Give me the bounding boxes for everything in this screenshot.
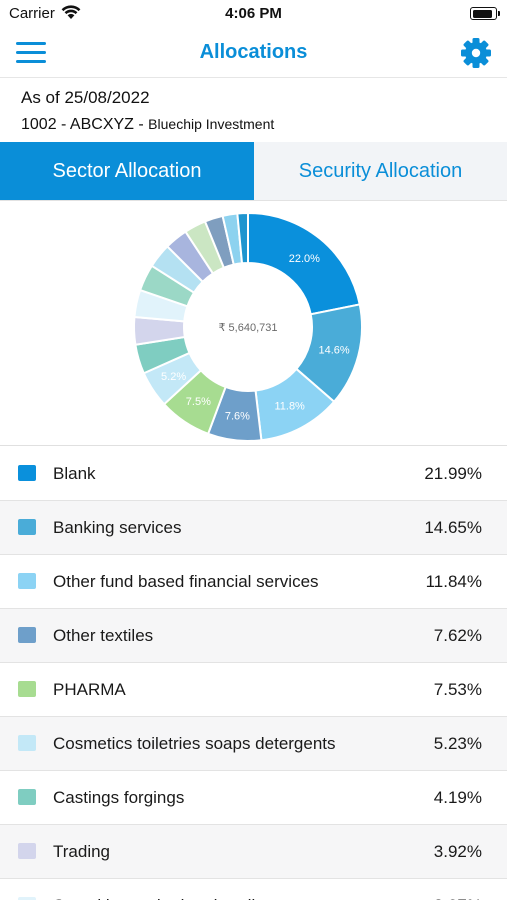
legend-row[interactable]: Other fund based financial services 11.84… xyxy=(0,555,507,609)
legend-swatch xyxy=(18,897,36,900)
legend-swatch xyxy=(18,465,36,481)
legend-swatch xyxy=(18,843,36,859)
chart-center-total: ₹ 5,640,731 xyxy=(219,322,278,334)
slice-label: 5.2% xyxy=(161,371,186,383)
hamburger-menu-icon-line xyxy=(16,51,46,54)
legend-value: 5.23% xyxy=(433,734,482,753)
legend-value: 11.84% xyxy=(425,572,482,591)
legend-swatch xyxy=(18,573,36,589)
legend-row[interactable]: PHARMA 7.53% xyxy=(0,663,507,717)
legend-row[interactable]: Castings forgings 4.19% xyxy=(0,771,507,825)
slice-label: 11.8% xyxy=(274,401,305,413)
as-of-date: As of 25/08/2022 xyxy=(21,88,150,107)
legend-swatch xyxy=(18,735,36,751)
legend-label: Cosmetics toiletries soaps detergents xyxy=(53,734,336,753)
legend-label: Securities and related trading xyxy=(53,896,274,900)
sector-legend-list: Blank 21.99% Banking services 14.65% Other f… xyxy=(0,447,507,900)
legend-swatch xyxy=(18,519,36,535)
legend-row[interactable]: Other textiles 7.62% xyxy=(0,609,507,663)
hamburger-menu-icon xyxy=(16,42,46,45)
battery-icon xyxy=(470,7,500,20)
page-title: Allocations xyxy=(199,41,308,63)
legend-label: Banking services xyxy=(53,518,182,537)
slice-label: 7.5% xyxy=(186,396,211,408)
legend-label: Castings forgings xyxy=(53,788,185,807)
account-name: Bluechip Investment xyxy=(148,116,275,132)
carrier-label: Carrier xyxy=(9,5,55,22)
allocation-tabs: Sector Allocation Security Allocation xyxy=(0,142,507,201)
menu-button[interactable] xyxy=(16,42,46,64)
legend-label: Other textiles xyxy=(53,626,154,645)
legend-row[interactable]: Cosmetics toiletries soaps detergents 5.2… xyxy=(0,717,507,771)
account-info: As of 25/08/2022 1002 - ABCXYZ - Bluechi… xyxy=(0,79,507,142)
legend-value: 3.92% xyxy=(433,842,482,861)
legend-row[interactable]: Securities and related trading 3.87% xyxy=(0,879,507,900)
sector-allocation-chart: 22.0% 14.6% 11.8% 7.6% 7.5% 5.2% ₹ 5,640,731 xyxy=(0,201,507,446)
wifi-icon xyxy=(61,5,81,19)
legend-label: Other fund based financial services xyxy=(53,572,319,591)
legend-value: 3.87% xyxy=(434,896,482,900)
legend-value: 21.99% xyxy=(424,464,482,483)
legend-row[interactable]: Banking services 14.65% xyxy=(0,501,507,555)
donut-slice[interactable] xyxy=(236,211,249,265)
legend-value: 4.19% xyxy=(433,788,482,807)
legend-swatch xyxy=(18,681,36,697)
legend-row[interactable]: Blank 21.99% xyxy=(0,447,507,501)
gear-icon[interactable] xyxy=(459,36,493,70)
tab-security-allocation[interactable]: Security Allocation xyxy=(254,142,507,200)
legend-row[interactable]: Trading 3.92% xyxy=(0,825,507,879)
legend-label: Trading xyxy=(53,842,111,861)
legend-label: PHARMA xyxy=(53,680,126,699)
legend-swatch xyxy=(18,627,36,643)
slice-label: 7.6% xyxy=(225,410,250,422)
legend-value: 14.65% xyxy=(424,518,482,537)
battery-level xyxy=(472,9,493,18)
status-time: 4:06 PM xyxy=(225,5,282,22)
hamburger-menu-icon-line xyxy=(16,60,46,63)
account-code: 1002 - ABCXYZ - xyxy=(21,116,149,133)
slice-label: 14.6% xyxy=(318,345,349,357)
legend-value: 7.62% xyxy=(433,626,482,645)
tab-sector-allocation[interactable]: Sector Allocation xyxy=(0,142,254,200)
status-bar: Carrier 4:06 PM xyxy=(0,0,507,28)
slice-label: 22.0% xyxy=(289,253,320,265)
legend-swatch xyxy=(18,789,36,805)
legend-value: 7.53% xyxy=(433,680,482,699)
navigation-bar: Allocations xyxy=(0,28,507,78)
legend-label: Blank xyxy=(53,464,96,483)
account-title: 1002 - ABCXYZ - Bluechip Investment xyxy=(21,116,274,134)
donut-chart[interactable]: 22.0% 14.6% 11.8% 7.6% 7.5% 5.2% ₹ 5,640,731 xyxy=(0,201,507,446)
